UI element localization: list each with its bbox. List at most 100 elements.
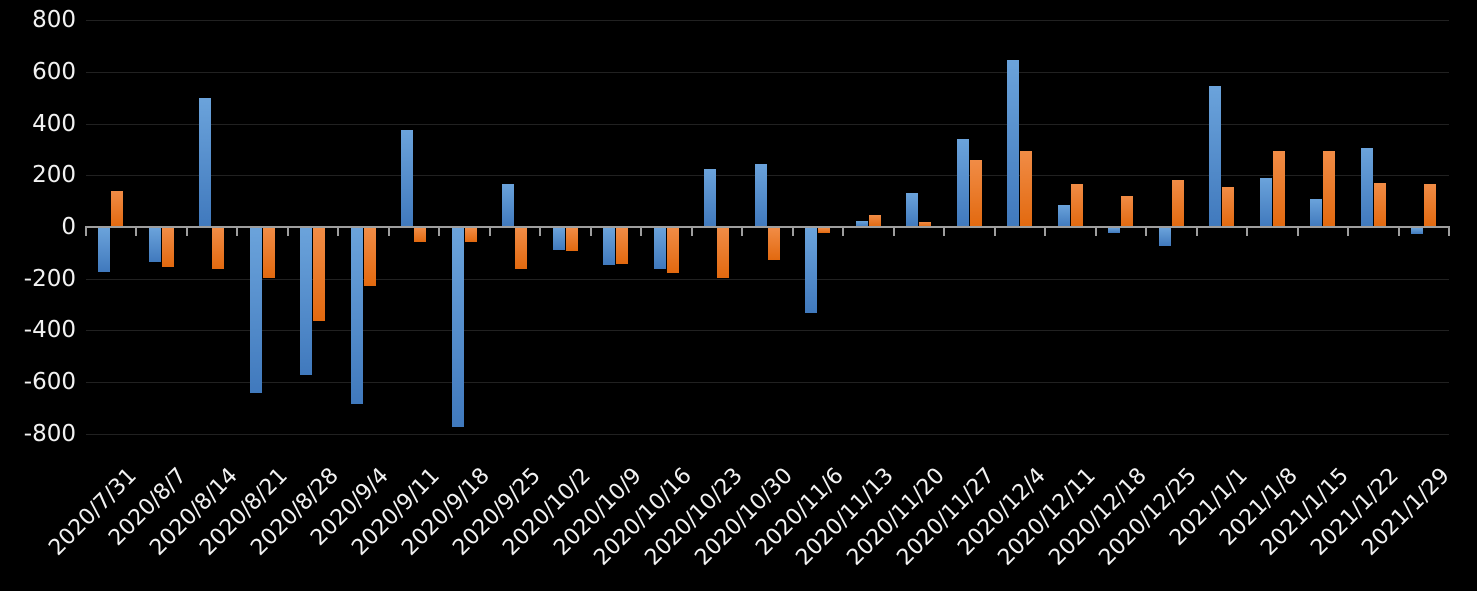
x-axis-tick [1448,228,1450,236]
bar-blue[interactable] [956,139,969,227]
bar-blue[interactable] [199,97,212,227]
bar-blue[interactable] [1411,228,1424,235]
y-axis-tick-label: -200 [23,266,76,292]
bar-orange[interactable] [1323,150,1336,227]
bar-blue[interactable] [148,228,161,262]
bar-blue[interactable] [805,228,818,314]
x-axis-line [84,226,1450,228]
x-axis-tick [135,228,137,236]
bar-orange[interactable] [515,228,528,270]
bar-orange[interactable] [464,228,477,243]
bar-orange[interactable] [212,228,225,270]
bar-blue[interactable] [1007,60,1020,227]
bar-orange[interactable] [1222,186,1235,227]
gridline [85,72,1449,73]
bar-orange[interactable] [969,159,982,227]
bar-blue[interactable] [451,228,464,428]
y-axis-tick-label: 600 [32,59,76,85]
x-axis-tick [943,228,945,236]
bar-orange[interactable] [1373,183,1386,227]
gridline [85,330,1449,331]
x-axis-tick [690,228,693,236]
bar-orange[interactable] [363,228,376,287]
x-axis-tick [791,228,794,236]
bar-blue[interactable] [855,220,868,227]
gridline [85,175,1449,176]
x-axis-tick [1145,228,1147,236]
bar-blue[interactable] [350,228,363,404]
bar-blue[interactable] [300,228,313,376]
bar-blue[interactable] [1158,228,1171,247]
y-axis-tick-label: 400 [32,111,76,137]
y-axis-tick-label: 800 [32,7,76,33]
x-axis-tick [1296,228,1299,236]
x-axis-tick [488,228,491,236]
bar-orange[interactable] [767,228,780,261]
bar-blue[interactable] [401,130,414,227]
x-axis-tick [286,228,289,236]
x-axis-tick [337,228,339,236]
x-axis-tick [741,228,743,236]
y-axis-tick-label: 200 [32,162,76,188]
x-axis-tick [993,228,996,236]
x-axis-tick [589,228,592,236]
y-axis-tick-label: 0 [61,214,76,240]
gridline [85,20,1449,21]
bar-orange[interactable] [868,215,881,227]
bar-blue[interactable] [754,163,767,227]
bar-blue[interactable] [1108,228,1121,234]
bar-orange[interactable] [1171,180,1184,227]
bar-orange[interactable] [1020,150,1033,227]
bar-orange[interactable] [161,228,174,267]
bar-blue[interactable] [98,228,111,272]
x-axis-tick [1044,228,1046,236]
bar-orange[interactable] [818,228,831,234]
x-axis-tick [1195,228,1198,236]
bar-orange[interactable] [1272,150,1285,227]
bar-blue[interactable] [653,228,666,270]
x-axis-tick [1094,228,1097,236]
x-axis-tick [539,228,541,236]
x-axis-tick [842,228,844,236]
x-axis-tick [438,228,440,236]
bar-blue[interactable] [603,228,616,266]
x-axis-tick [84,228,87,236]
bar-blue[interactable] [1057,205,1070,227]
bar-blue[interactable] [552,228,565,250]
bar-orange[interactable] [1424,184,1437,227]
bar-orange[interactable] [111,190,124,227]
x-axis-tick [1246,228,1248,236]
gridline [85,382,1449,383]
x-axis-tick [892,228,895,236]
x-axis-tick [185,228,188,236]
bar-blue[interactable] [1360,148,1373,227]
gridline [85,124,1449,125]
bar-blue[interactable] [704,168,717,227]
x-axis-tick [1397,228,1400,236]
bar-orange[interactable] [666,228,679,274]
y-axis-tick-label: -400 [23,317,76,343]
bar-orange[interactable] [1121,195,1134,227]
bar-orange[interactable] [717,228,730,279]
bar-orange[interactable] [565,228,578,252]
x-axis-tick [640,228,642,236]
bar-orange[interactable] [616,228,629,265]
bar-blue[interactable] [1209,86,1222,227]
x-axis-tick [387,228,390,236]
bar-orange[interactable] [919,221,932,227]
bar-blue[interactable] [906,193,919,227]
bar-blue[interactable] [502,184,515,227]
bar-blue[interactable] [1259,177,1272,227]
bar-orange[interactable] [262,228,275,279]
bar-orange[interactable] [1070,184,1083,227]
bar-orange[interactable] [313,228,326,322]
y-axis-tick-label: -800 [23,421,76,447]
bar-blue[interactable] [249,228,262,394]
bar-orange[interactable] [414,228,427,243]
y-axis-tick-label: -600 [23,369,76,395]
x-axis-tick [236,228,238,236]
bar-blue[interactable] [1310,198,1323,227]
gridline [85,434,1449,435]
x-axis-tick [1347,228,1349,236]
